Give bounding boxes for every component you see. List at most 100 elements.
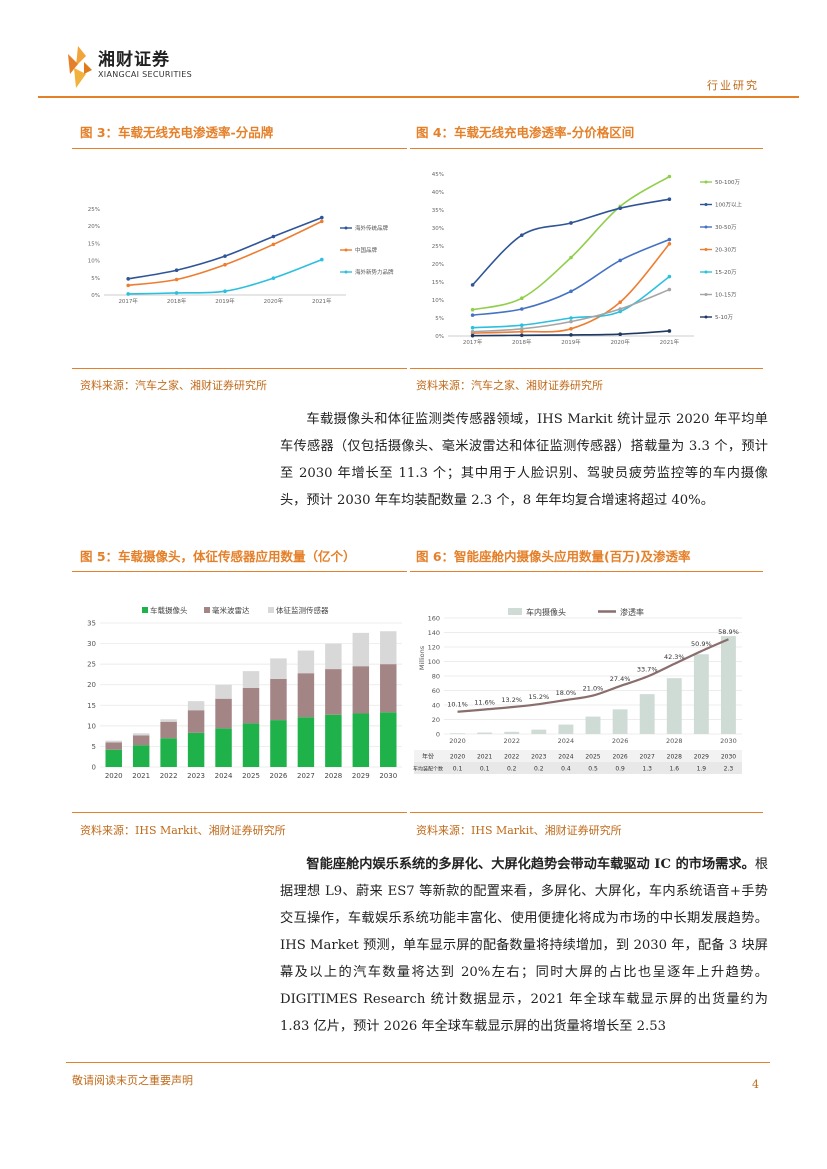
bar bbox=[558, 724, 574, 734]
fig3-title: 图 3：车载无线充电渗透率-分品牌 bbox=[80, 125, 274, 140]
legend-label: 50-100万 bbox=[715, 179, 740, 186]
data-point bbox=[470, 313, 475, 317]
legend-label: 体征监测传感器 bbox=[276, 605, 329, 615]
bar-segment bbox=[352, 666, 370, 714]
fig4-title: 图 4：车载无线充电渗透率-分价格区间 bbox=[416, 125, 635, 140]
bar-segment bbox=[325, 714, 342, 767]
footer-rule bbox=[66, 1062, 770, 1063]
data-point bbox=[667, 237, 672, 242]
x-tick-label: 2030 bbox=[720, 737, 737, 745]
data-point bbox=[569, 319, 573, 324]
data-label: 42.3% bbox=[664, 653, 685, 661]
bar-segment bbox=[352, 632, 370, 667]
data-point bbox=[667, 274, 672, 279]
data-point bbox=[174, 277, 179, 282]
bar-segment bbox=[297, 673, 315, 718]
x-tick-label: 2021年 bbox=[312, 297, 332, 305]
legend-marker bbox=[268, 607, 274, 613]
legend-marker-dot bbox=[704, 225, 708, 229]
y-tick-label: 30 bbox=[87, 640, 96, 648]
bar-segment bbox=[380, 712, 397, 767]
legend-label: 中国品牌 bbox=[355, 246, 378, 254]
table-cell: 2030 bbox=[721, 754, 736, 761]
data-point bbox=[667, 174, 672, 179]
legend-marker-dot bbox=[344, 248, 348, 252]
data-point bbox=[320, 215, 324, 220]
table-cell: 2022 bbox=[504, 754, 519, 761]
y-tick-label: 45% bbox=[432, 172, 444, 178]
data-point bbox=[223, 254, 227, 258]
x-tick-label: 2024 bbox=[558, 737, 575, 745]
legend-marker-dot bbox=[704, 293, 708, 296]
table-cell: 2025 bbox=[585, 754, 600, 761]
x-tick-label: 2023 bbox=[187, 772, 205, 780]
y-tick-label: 5% bbox=[91, 276, 100, 282]
table-cell: 2020 bbox=[450, 754, 465, 761]
data-label: 33.7% bbox=[637, 666, 658, 674]
bar-segment bbox=[325, 669, 342, 715]
table-cell: 2023 bbox=[531, 754, 546, 761]
data-point bbox=[520, 329, 524, 334]
penetration-line bbox=[457, 638, 729, 713]
x-tick-label: 2020 bbox=[105, 772, 123, 780]
company-name-en: XIANGCAI SECURITIES bbox=[98, 70, 193, 79]
fig3-title-rule bbox=[72, 148, 407, 149]
table-cell: 2024 bbox=[558, 754, 573, 761]
y-tick-label: 10 bbox=[87, 722, 96, 730]
legend-marker-dot bbox=[704, 180, 708, 184]
y-tick-label: 25% bbox=[432, 244, 444, 250]
data-point bbox=[569, 327, 573, 331]
data-point bbox=[569, 316, 573, 320]
bar-segment bbox=[187, 710, 205, 733]
legend-marker-dot bbox=[344, 226, 348, 230]
bar-segment bbox=[380, 631, 397, 665]
table-cell: 2029 bbox=[694, 754, 709, 761]
bar-segment bbox=[160, 719, 177, 722]
data-point bbox=[470, 307, 475, 312]
x-tick-label: 2030 bbox=[379, 772, 397, 780]
bar-segment bbox=[105, 749, 122, 767]
data-point bbox=[618, 300, 622, 304]
x-tick-label: 2028 bbox=[324, 772, 342, 780]
bar-segment bbox=[187, 732, 205, 767]
bar bbox=[531, 729, 547, 734]
data-point bbox=[520, 323, 524, 327]
bar-segment bbox=[132, 745, 150, 767]
bar-segment bbox=[105, 740, 122, 743]
table-cell: 2028 bbox=[667, 754, 682, 761]
y-tick-label: 20 bbox=[432, 716, 440, 724]
legend-marker-dot bbox=[704, 315, 708, 319]
fig4-source: 资料来源：汽车之家、湘财证券研究所 bbox=[416, 379, 603, 392]
fig3-chart: 0% 5% 10% 15% 20% 25% 2017年 2018年 2019年 2020年 2021… bbox=[88, 207, 394, 305]
y-tick-label: 30% bbox=[432, 226, 444, 232]
section-label: 行业研究 bbox=[707, 79, 759, 92]
series-line bbox=[472, 238, 670, 316]
data-point bbox=[520, 296, 524, 300]
bar-segment bbox=[132, 733, 150, 736]
y-tick-label: 100 bbox=[428, 658, 440, 666]
x-tick-label: 2019年 bbox=[215, 297, 235, 305]
table-cell: 1.6 bbox=[669, 766, 679, 773]
table-cell: 0.1 bbox=[480, 766, 490, 773]
y-tick-label: 0% bbox=[435, 334, 444, 340]
data-point bbox=[126, 292, 130, 296]
bar bbox=[450, 733, 465, 734]
bar-segment bbox=[215, 728, 232, 767]
y-tick-label: 15 bbox=[87, 702, 96, 710]
series-line bbox=[472, 288, 670, 333]
paragraph2-bold: 智能座舱内娱乐系统的多屏化、大屏化趋势会带动车载驱动 IC 的市场需求。 bbox=[306, 857, 755, 872]
data-point bbox=[618, 309, 622, 314]
x-tick-label: 2017年 bbox=[463, 338, 483, 346]
y-tick-label: 0% bbox=[91, 293, 100, 299]
table-cell: 1.9 bbox=[697, 766, 707, 773]
y-tick-label: 15% bbox=[432, 280, 444, 286]
x-tick-label: 2027 bbox=[297, 772, 315, 780]
legend-label: 毫米波雷达 bbox=[212, 605, 250, 615]
y-tick-label: 25 bbox=[87, 661, 96, 669]
data-point bbox=[569, 221, 573, 225]
data-point bbox=[569, 289, 573, 294]
legend-label: 100万以上 bbox=[715, 201, 742, 209]
fig5-title-rule bbox=[72, 571, 407, 572]
legend-marker-dot bbox=[704, 270, 708, 274]
series-line bbox=[128, 220, 323, 287]
